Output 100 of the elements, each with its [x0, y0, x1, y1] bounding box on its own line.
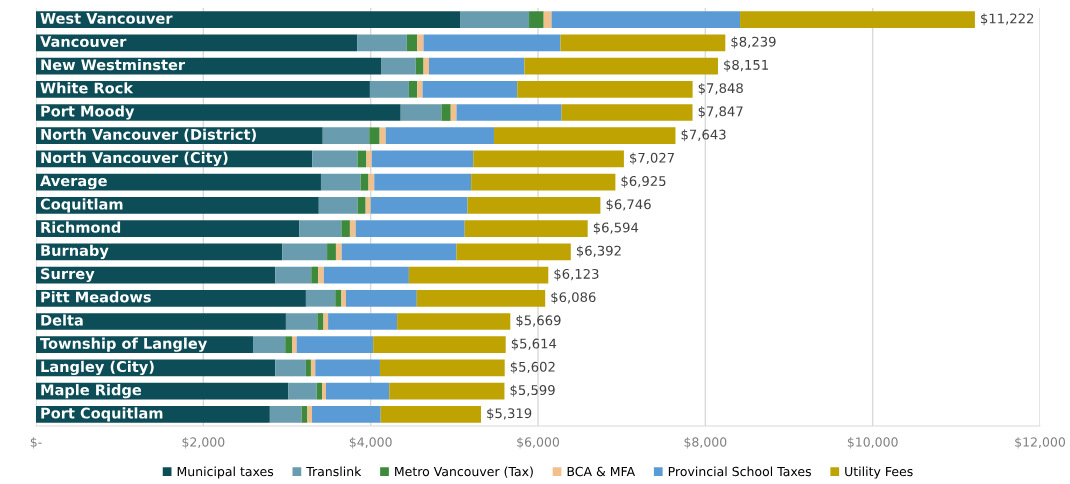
bar	[560, 34, 726, 52]
total-label: $8,239	[731, 36, 776, 49]
bar	[416, 289, 546, 307]
total-label: $6,746	[606, 199, 651, 211]
bar	[371, 150, 474, 168]
bar	[292, 336, 297, 354]
total-label: $6,594	[593, 222, 639, 235]
total-label: $5,602	[510, 361, 555, 374]
bar	[36, 34, 358, 52]
bar	[311, 266, 319, 284]
legend-label: Municipal taxes	[177, 466, 274, 479]
bar	[397, 313, 511, 330]
bar	[389, 382, 505, 400]
total-label: $8,151	[724, 59, 768, 72]
bar	[380, 406, 482, 423]
total-label: $7,848	[698, 82, 743, 95]
bar	[369, 127, 380, 145]
y-tick-label: Vancouver	[40, 36, 127, 48]
bar	[355, 220, 465, 237]
bar	[517, 80, 693, 98]
bar	[467, 197, 601, 214]
x-tick-label: $2,000	[182, 437, 225, 449]
y-tick-label: Richmond	[41, 221, 121, 233]
bar	[282, 243, 328, 261]
bar	[285, 313, 318, 330]
bar	[323, 266, 409, 284]
y-tick-label: Coquitlam	[40, 198, 123, 213]
bar	[417, 80, 423, 98]
x-tick-label: $-	[30, 437, 42, 449]
bar	[275, 266, 312, 284]
bar	[360, 173, 369, 191]
x-tick-label: $8,000	[684, 437, 727, 449]
bar	[305, 289, 336, 307]
total-label: $5,614	[511, 338, 557, 351]
bar	[349, 220, 356, 237]
legend-label: Translink	[306, 466, 362, 477]
y-tick-label: Maple Ridge	[41, 384, 142, 399]
bar	[312, 150, 358, 168]
bar	[551, 11, 741, 28]
x-tick-label: $12,000	[1015, 437, 1066, 449]
y-tick-label: Port Coquitlam	[41, 407, 163, 422]
y-tick-label: Delta	[41, 314, 83, 326]
bar	[400, 104, 442, 121]
bar	[415, 57, 424, 75]
bar	[275, 359, 306, 377]
bar	[327, 243, 336, 261]
legend-label: Utility Fees	[845, 466, 913, 479]
bar	[36, 220, 300, 237]
legend-label: Metro Vancouver (Tax)	[395, 466, 533, 478]
bar	[369, 80, 409, 98]
bar	[36, 289, 306, 307]
legend-label: Provincial School Taxes	[668, 466, 812, 477]
y-tick-label: Township of Langley	[40, 337, 208, 352]
y-tick-label: Surrey	[41, 268, 95, 283]
total-label: $7,643	[681, 129, 726, 142]
bar	[335, 243, 342, 261]
bar	[464, 220, 588, 237]
bar	[381, 57, 416, 75]
bar	[428, 57, 525, 75]
bar	[370, 197, 468, 214]
bar	[524, 57, 718, 75]
y-tick-label: Burnaby	[41, 244, 109, 259]
bar	[561, 104, 693, 121]
bar	[450, 104, 457, 121]
bar	[366, 150, 372, 168]
bar	[740, 11, 975, 28]
bar	[374, 173, 472, 191]
x-tick-label: $4,000	[349, 437, 392, 449]
bar	[368, 173, 375, 191]
bar	[341, 243, 457, 261]
total-label: $7,847	[698, 106, 743, 119]
bar	[385, 127, 494, 145]
y-tick-label: North Vancouver (District)	[41, 128, 256, 142]
bar	[322, 382, 326, 400]
x-tick-label: $10,000	[847, 437, 898, 449]
y-tick-label: Langley (City)	[41, 360, 154, 376]
bar	[408, 80, 418, 98]
bar	[441, 104, 451, 121]
bar	[323, 313, 329, 330]
bar	[423, 34, 561, 52]
y-tick-label: North Vancouver (City)	[41, 151, 228, 167]
bar	[296, 336, 374, 354]
bar	[529, 11, 544, 28]
bar	[543, 11, 552, 28]
bar	[36, 243, 283, 261]
bar	[373, 336, 506, 354]
total-label: $6,925	[621, 175, 666, 188]
bar	[325, 382, 390, 400]
bar	[328, 313, 398, 330]
bar	[341, 220, 350, 237]
total-label: $11,222	[981, 13, 1034, 26]
bar	[317, 313, 324, 330]
bar	[320, 173, 361, 191]
bar	[357, 150, 367, 168]
bar	[36, 104, 401, 121]
bar	[379, 127, 386, 145]
bar	[36, 313, 286, 330]
bar	[345, 289, 417, 307]
bar	[285, 336, 293, 354]
bar	[307, 406, 313, 423]
